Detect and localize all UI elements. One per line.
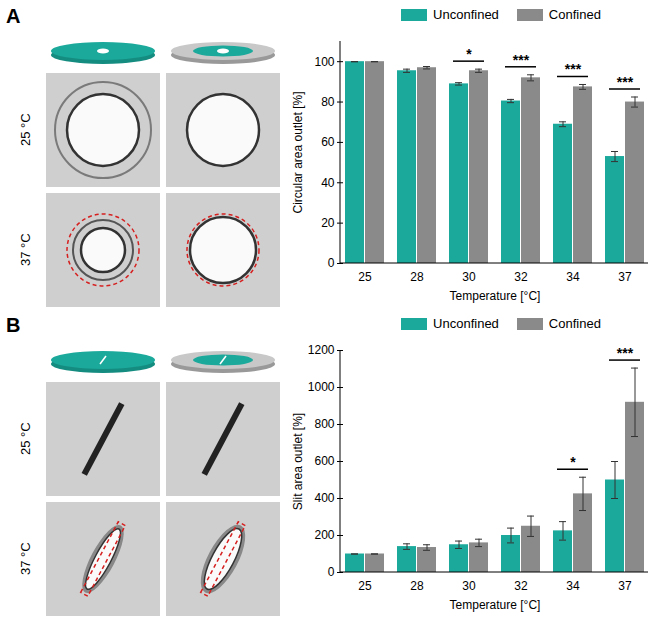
html-text:B: B xyxy=(6,314,21,336)
svg-text:0: 0 xyxy=(328,565,335,579)
svg-text:37: 37 xyxy=(618,579,632,593)
svg-text:40: 40 xyxy=(321,176,335,190)
svg-text:30: 30 xyxy=(462,579,476,593)
svg-text:200: 200 xyxy=(314,528,334,542)
html-text:Confined: Confined xyxy=(548,6,601,22)
svg-text:100: 100 xyxy=(314,55,334,69)
svg-text:Circular area outlet [%]: Circular area outlet [%] xyxy=(291,91,305,213)
svg-text:0: 0 xyxy=(328,256,335,270)
html-text:A: A xyxy=(6,5,21,27)
html-text:Confined: Confined xyxy=(548,315,601,331)
svg-text:*: * xyxy=(466,46,472,62)
svg-text:***: *** xyxy=(617,74,634,90)
html-text:37 °C: 37 °C xyxy=(17,233,33,267)
svg-text:32: 32 xyxy=(514,579,528,593)
html-text:25 °C: 25 °C xyxy=(17,113,33,147)
svg-text:***: *** xyxy=(565,61,582,77)
svg-text:Temperature [°C]: Temperature [°C] xyxy=(450,289,541,303)
svg-text:32: 32 xyxy=(514,270,528,284)
svg-text:400: 400 xyxy=(314,491,334,505)
svg-text:600: 600 xyxy=(314,454,334,468)
svg-text:1000: 1000 xyxy=(308,380,335,394)
svg-text:***: *** xyxy=(617,345,634,361)
html-text:Unconfined: Unconfined xyxy=(433,315,499,331)
svg-text:25: 25 xyxy=(358,270,372,284)
svg-text:25: 25 xyxy=(358,579,372,593)
svg-text:Temperature [°C]: Temperature [°C] xyxy=(450,598,541,612)
svg-text:34: 34 xyxy=(566,579,580,593)
svg-text:20: 20 xyxy=(321,216,335,230)
html-text:25 °C: 25 °C xyxy=(17,422,33,456)
html-text:37 °C: 37 °C xyxy=(17,542,33,576)
svg-text:60: 60 xyxy=(321,135,335,149)
svg-text:80: 80 xyxy=(321,95,335,109)
svg-text:*: * xyxy=(570,454,576,470)
svg-text:30: 30 xyxy=(462,270,476,284)
svg-text:800: 800 xyxy=(314,417,334,431)
svg-text:28: 28 xyxy=(410,270,424,284)
svg-text:1200: 1200 xyxy=(308,343,335,357)
svg-text:***: *** xyxy=(513,52,530,68)
svg-text:37: 37 xyxy=(618,270,632,284)
svg-text:28: 28 xyxy=(410,579,424,593)
svg-text:Slit area outlet [%]: Slit area outlet [%] xyxy=(291,413,305,510)
svg-text:34: 34 xyxy=(566,270,580,284)
html-text:Unconfined: Unconfined xyxy=(433,6,499,22)
